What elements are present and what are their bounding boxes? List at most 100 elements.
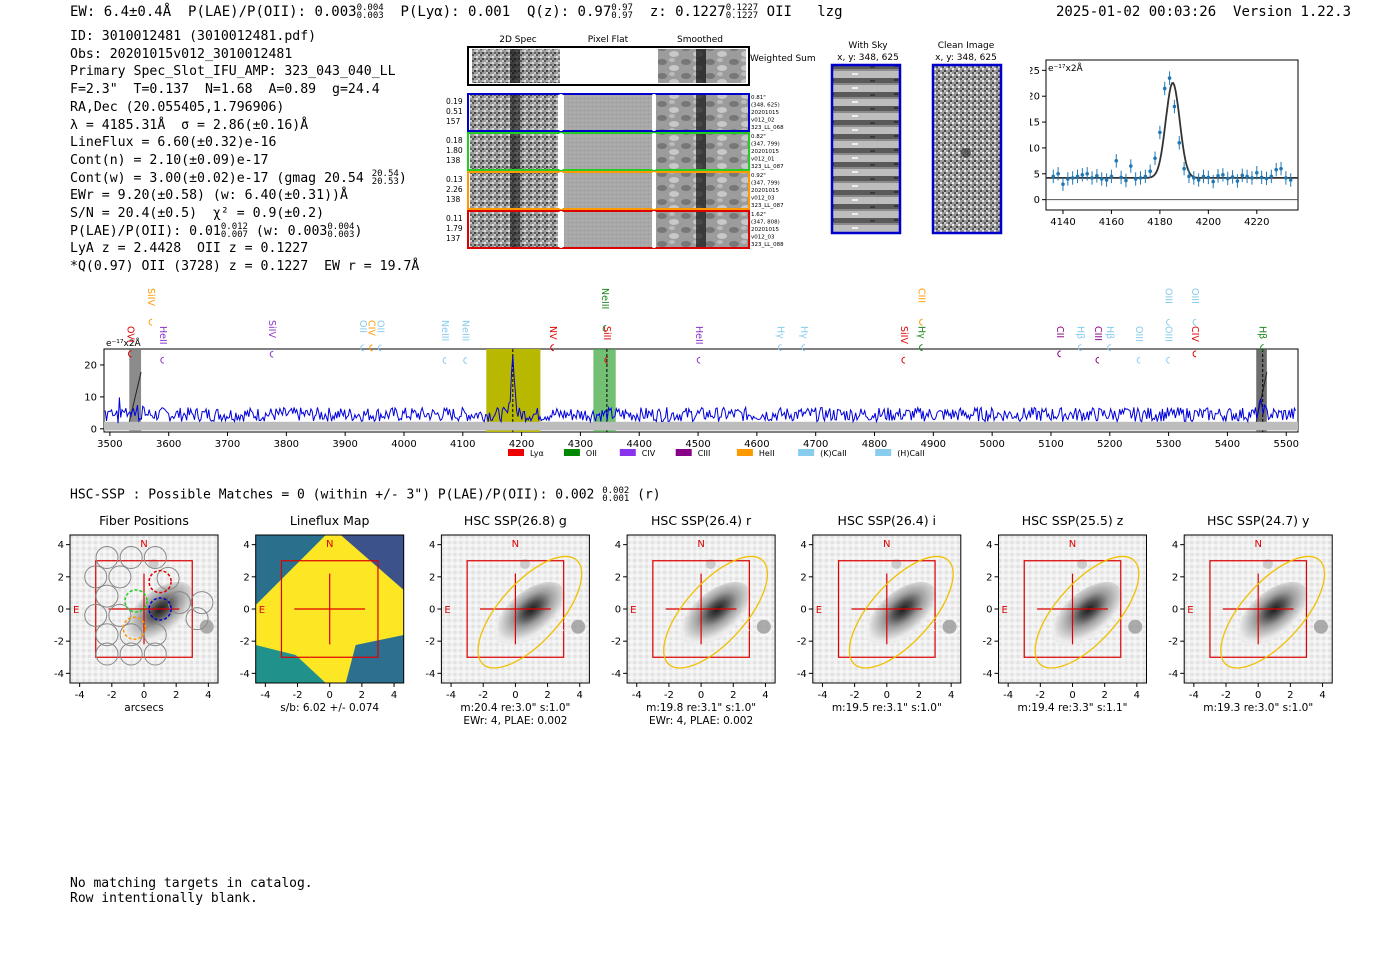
hsc-xtick-label: -4 xyxy=(75,690,85,701)
zoom-point xyxy=(1211,179,1215,184)
legend-swatch xyxy=(619,449,636,456)
hsc-xtick-label: 4 xyxy=(577,690,583,701)
north-label: N xyxy=(1254,539,1261,550)
line-marker-brace xyxy=(777,344,782,352)
hsc-xtick-label: -2 xyxy=(478,690,488,701)
row-right-info: v012_03 xyxy=(751,196,775,202)
weighted-sum-source xyxy=(510,49,520,83)
zoom-xtick-label: 4220 xyxy=(1244,217,1269,228)
row-frame xyxy=(467,210,750,249)
line-marker-label: NeIII xyxy=(460,320,471,341)
zoom-point xyxy=(1114,159,1119,163)
fiber-circle xyxy=(108,603,132,627)
hsc-caption: m:19.4 re:3.3" s:1.1" xyxy=(1018,702,1128,714)
fiber-circle xyxy=(185,607,209,631)
hsc-caption: m:19.3 re:3.0" s:1.0" xyxy=(1203,702,1313,714)
line-marker-label: CIII xyxy=(916,288,927,303)
fiber-circle xyxy=(95,584,119,608)
legend-swatch xyxy=(798,449,815,456)
line-marker-brace xyxy=(1095,356,1100,364)
hsc-title: HSC-SSP : Possible Matches = 0 (within +… xyxy=(70,487,661,504)
header-line: OII xyxy=(766,4,792,20)
spectrum-xtick-label: 4700 xyxy=(803,439,828,450)
hsc-panel-title: Fiber Positions xyxy=(99,513,189,528)
header-user: lzg xyxy=(817,4,843,20)
fiber-circle xyxy=(156,566,180,590)
line-marker-brace xyxy=(550,344,554,352)
zoom-point xyxy=(1109,174,1114,179)
line-marker: Hβ xyxy=(1257,326,1268,352)
hsc-caption: arcsecs xyxy=(124,702,163,714)
row-left-stat: 2.26 xyxy=(446,185,463,194)
faint-source xyxy=(148,558,159,569)
zoom-point xyxy=(1162,86,1167,91)
row-right-info: 20201015 xyxy=(751,149,779,155)
hsc-ytick-label: 2 xyxy=(986,572,992,583)
line-marker-label: SiII xyxy=(601,326,612,340)
companion-source xyxy=(1128,619,1143,634)
fiber-circle xyxy=(84,603,108,627)
row-right-info: v012_02 xyxy=(751,118,775,124)
north-label: N xyxy=(697,539,704,550)
hsc-caption: m:19.5 re:3.1" s:1.0" xyxy=(832,702,942,714)
hsc-ytick-label: 2 xyxy=(1172,572,1178,583)
info-line: Obs: 20201015v012_3010012481 xyxy=(70,46,293,62)
line-marker: CIV xyxy=(366,320,377,352)
zoom-point xyxy=(1119,175,1123,180)
zoom-axes: 4140 4160 4180 4200 4220 0 5 10 15 20 25 xyxy=(1030,66,1270,228)
line-marker: HeII xyxy=(157,326,168,364)
line-marker: Hγ xyxy=(798,326,809,352)
line-marker-brace xyxy=(1260,344,1264,352)
hsc-ytick-label: 0 xyxy=(800,605,806,616)
aperture-ellipse xyxy=(848,555,954,669)
line-marker-label: OIII xyxy=(1133,326,1144,342)
hsc-caption-secondary: EWr: 4, PLAE: 0.002 xyxy=(463,715,567,725)
lineflux-lower xyxy=(255,645,326,683)
fiber-circle xyxy=(95,546,119,570)
line-marker: NeIII xyxy=(599,288,610,332)
line-marker-label: HeII xyxy=(157,326,168,345)
zoom-point xyxy=(1085,171,1089,176)
line-marker: CIV xyxy=(1189,326,1200,358)
fiber-circle xyxy=(119,546,143,570)
region-box xyxy=(1209,560,1308,658)
info-cont-w: Cont(w) = 3.00(±0.02)e-17 (gmag 20.54 xyxy=(70,170,364,186)
zoom-point xyxy=(1279,166,1283,171)
row-2dspec-source xyxy=(510,211,520,248)
aperture-ellipse xyxy=(1220,555,1326,669)
line-marker-brace xyxy=(442,357,447,364)
east-label: E xyxy=(444,605,450,616)
hsc-xtick-label: -4 xyxy=(1003,690,1013,701)
line-marker-brace xyxy=(1107,344,1111,352)
zoom-point xyxy=(1230,175,1235,179)
line-marker: SiIV xyxy=(145,288,156,326)
line-marker: Hγ xyxy=(916,326,927,352)
line-marker-brace xyxy=(1166,318,1170,326)
row-right-info: (347, 799) xyxy=(751,142,780,148)
companion-source xyxy=(1313,619,1328,634)
zoom-point xyxy=(1095,174,1099,178)
col-header-2dspec: 2D Spec xyxy=(499,35,536,45)
lineflux-blue xyxy=(255,535,326,605)
hsc-xtick-label: -4 xyxy=(260,690,270,701)
line-marker-label: CIII xyxy=(1092,326,1103,341)
zoom-point xyxy=(1080,173,1085,177)
galaxy-blob xyxy=(1051,582,1123,646)
row-smoothed-source xyxy=(696,172,706,209)
col-header-pixelflat: Pixel Flat xyxy=(588,35,629,45)
legend-label: OII xyxy=(586,449,597,458)
hsc-ytick-label: 0 xyxy=(58,605,64,616)
zoom-point xyxy=(1225,176,1230,181)
row-right-info: v012_03 xyxy=(751,235,775,241)
aperture-ellipse xyxy=(477,555,583,669)
zoom-ylabel: e⁻¹⁷x2Å xyxy=(1048,62,1084,74)
line-marker: NeIII xyxy=(460,320,471,364)
header-z: z: 0.1227 xyxy=(649,4,726,20)
hsc-xtick-label: 2 xyxy=(359,690,365,701)
line-marker-brace xyxy=(1136,356,1141,364)
east-label: E xyxy=(73,605,79,616)
companion-source xyxy=(942,619,957,634)
with-sky-heading: With Sky xyxy=(848,41,888,51)
zoom-point xyxy=(1143,174,1148,179)
